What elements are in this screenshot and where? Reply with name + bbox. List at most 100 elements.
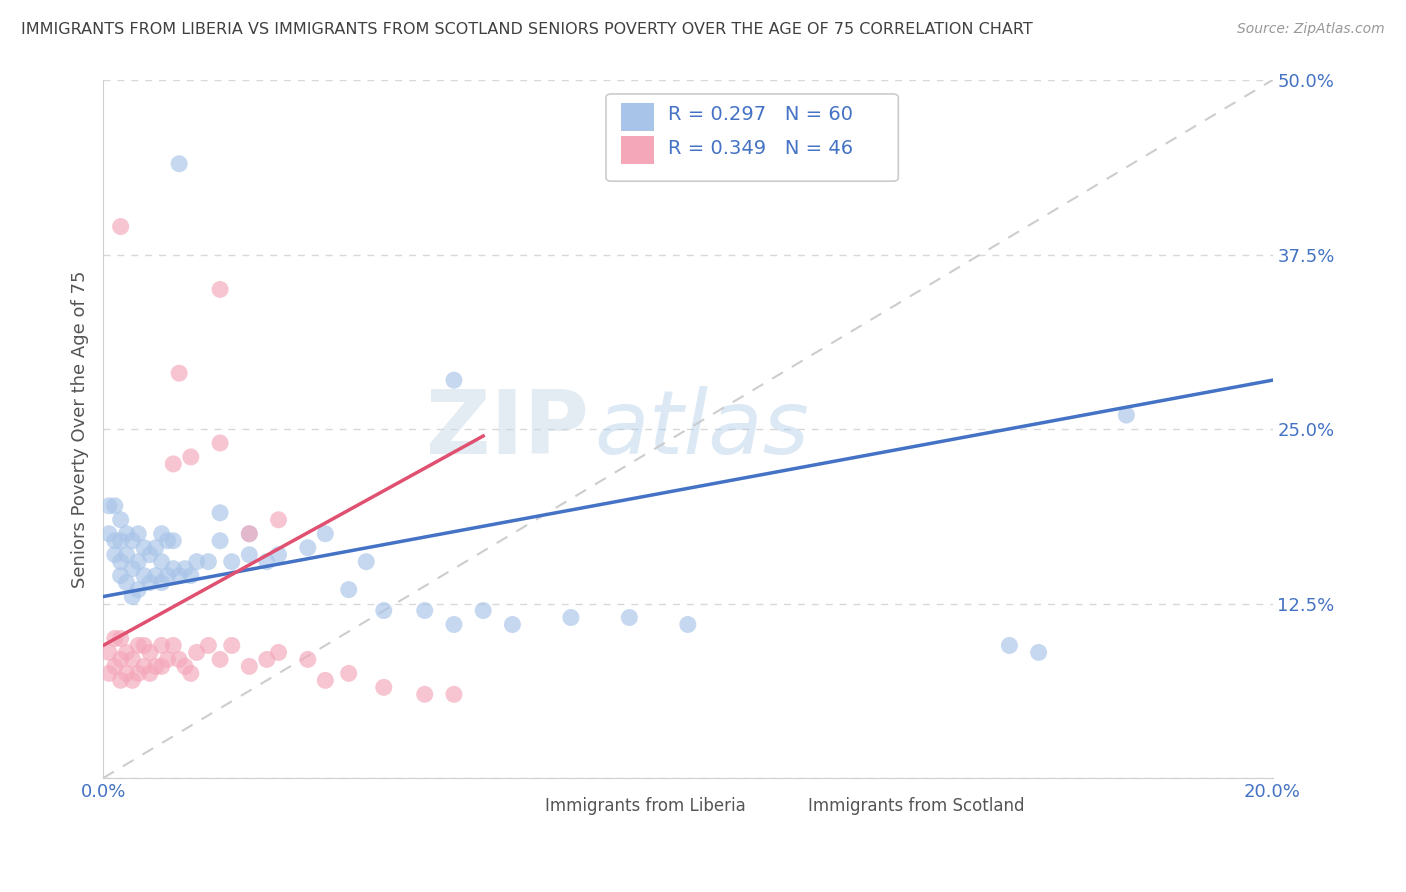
Point	[314, 673, 336, 688]
Bar	[621, 136, 654, 164]
Point	[98, 666, 121, 681]
Point	[238, 526, 260, 541]
Text: ZIP: ZIP	[426, 385, 589, 473]
Point	[560, 610, 582, 624]
Point	[619, 610, 641, 624]
Point	[104, 533, 127, 548]
Point	[132, 659, 155, 673]
Point	[110, 513, 132, 527]
Point	[267, 645, 290, 659]
Point	[197, 555, 219, 569]
Point	[132, 568, 155, 582]
Point	[127, 555, 149, 569]
Point	[115, 645, 138, 659]
Point	[297, 541, 319, 555]
Point	[132, 639, 155, 653]
Point	[110, 673, 132, 688]
Text: Immigrants from Scotland: Immigrants from Scotland	[808, 797, 1025, 815]
Point	[139, 645, 162, 659]
Point	[132, 541, 155, 555]
Point	[354, 555, 377, 569]
Point	[145, 659, 167, 673]
Point	[186, 645, 208, 659]
Point	[238, 659, 260, 673]
Point	[110, 533, 132, 548]
Point	[337, 666, 360, 681]
Point	[180, 450, 202, 464]
Y-axis label: Seniors Poverty Over the Age of 75: Seniors Poverty Over the Age of 75	[72, 270, 89, 588]
Point	[1115, 408, 1137, 422]
Point	[998, 639, 1021, 653]
Point	[139, 548, 162, 562]
Point	[162, 639, 184, 653]
Point	[121, 533, 143, 548]
Point	[145, 568, 167, 582]
Point	[139, 666, 162, 681]
Point	[443, 373, 465, 387]
Point	[110, 219, 132, 234]
Point	[267, 513, 290, 527]
Point	[127, 582, 149, 597]
Point	[472, 603, 495, 617]
Point	[150, 575, 173, 590]
Point	[162, 562, 184, 576]
Point	[110, 568, 132, 582]
Point	[121, 652, 143, 666]
Point	[145, 541, 167, 555]
Point	[167, 568, 190, 582]
Point	[115, 548, 138, 562]
Point	[110, 555, 132, 569]
Point	[209, 506, 232, 520]
Point	[167, 366, 190, 380]
Point	[197, 639, 219, 653]
Point	[174, 562, 197, 576]
Text: R = 0.349   N = 46: R = 0.349 N = 46	[668, 139, 853, 158]
Point	[256, 555, 278, 569]
Point	[209, 436, 232, 450]
Point	[127, 526, 149, 541]
Bar	[776, 796, 801, 816]
Point	[186, 555, 208, 569]
Point	[115, 575, 138, 590]
Point	[676, 617, 699, 632]
Point	[209, 282, 232, 296]
Point	[238, 548, 260, 562]
Point	[413, 687, 436, 701]
Point	[413, 603, 436, 617]
Point	[162, 533, 184, 548]
Point	[110, 632, 132, 646]
Text: IMMIGRANTS FROM LIBERIA VS IMMIGRANTS FROM SCOTLAND SENIORS POVERTY OVER THE AGE: IMMIGRANTS FROM LIBERIA VS IMMIGRANTS FR…	[21, 22, 1033, 37]
Point	[501, 617, 523, 632]
Point	[104, 548, 127, 562]
Point	[121, 673, 143, 688]
Point	[150, 659, 173, 673]
Point	[150, 526, 173, 541]
Point	[443, 687, 465, 701]
Point	[167, 157, 190, 171]
Point	[104, 499, 127, 513]
Text: atlas: atlas	[595, 386, 808, 472]
Point	[174, 659, 197, 673]
Point	[209, 533, 232, 548]
Point	[209, 652, 232, 666]
Point	[121, 590, 143, 604]
Point	[115, 666, 138, 681]
Point	[167, 652, 190, 666]
Point	[238, 526, 260, 541]
FancyBboxPatch shape	[606, 94, 898, 181]
Point	[150, 639, 173, 653]
Point	[180, 666, 202, 681]
Point	[98, 645, 121, 659]
Point	[121, 562, 143, 576]
Point	[139, 575, 162, 590]
Point	[337, 582, 360, 597]
Point	[156, 652, 179, 666]
Text: Immigrants from Liberia: Immigrants from Liberia	[546, 797, 747, 815]
Point	[98, 526, 121, 541]
Point	[127, 639, 149, 653]
Point	[104, 632, 127, 646]
Point	[314, 526, 336, 541]
Point	[110, 652, 132, 666]
Bar	[621, 103, 654, 131]
Point	[156, 568, 179, 582]
